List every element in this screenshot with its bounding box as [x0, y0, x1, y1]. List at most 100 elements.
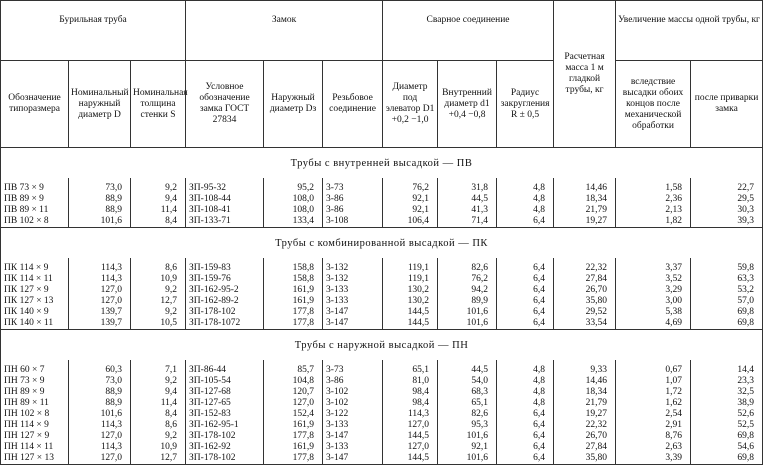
cell: 4,8: [496, 376, 555, 387]
cell: 88,9: [68, 205, 131, 216]
cell: ЗП-178-102: [185, 431, 265, 442]
cell: 9,4: [129, 194, 187, 205]
cell: 3-73: [322, 360, 384, 376]
cell: 161,9: [263, 442, 324, 453]
cell: 3-133: [322, 420, 384, 431]
table-body: Трубы с внутренней высадкой — ПВ ПВ 73 × …: [0, 147, 764, 465]
cell: 127,0: [68, 431, 131, 442]
data-row: ПВ 89 × 9 88,9 9,4 ЗП-108-44 108,0 3-86 92,1 44…: [0, 194, 764, 205]
data-row: ПК 140 × 9 139,7 9,2 ЗП-178-102 177,8 3-147 14…: [0, 307, 764, 318]
data-row: ПН 114 × 11 114,3 10,9 ЗП-162-92 161,9 3-133 1…: [0, 442, 764, 453]
cell: 12,7: [129, 296, 187, 307]
cell: 41,3: [437, 205, 498, 216]
cell: ЗП-127-68: [185, 387, 265, 398]
cell: 98,4: [382, 398, 439, 409]
cell: 9,2: [129, 307, 187, 318]
cell: 114,3: [382, 409, 439, 420]
cell: 59,8: [690, 258, 764, 274]
cell: 3,39: [615, 453, 692, 465]
cell: 3-132: [322, 274, 384, 285]
cell: 1,82: [615, 216, 692, 228]
cell: 7,1: [129, 360, 187, 376]
cell: ЗП-178-102: [185, 307, 265, 318]
cell: ПН 60 × 7: [0, 360, 69, 376]
cell: 73,0: [68, 376, 131, 387]
cell: 32,5: [690, 387, 764, 398]
cell: 26,70: [553, 431, 617, 442]
cell: 2,36: [615, 194, 692, 205]
cell: 88,9: [68, 194, 131, 205]
cell: 101,6: [68, 409, 131, 420]
cell: 85,7: [263, 360, 324, 376]
cell: 158,8: [263, 274, 324, 285]
cell: 19,27: [553, 216, 617, 228]
cell: 71,4: [437, 216, 498, 228]
cell: 3-132: [322, 258, 384, 274]
cell: 35,80: [553, 453, 617, 465]
cell: 127,0: [68, 296, 131, 307]
section-row: Трубы с комбинированной высадкой — ПК: [0, 227, 764, 258]
cell: 114,3: [68, 258, 131, 274]
cell: 3-147: [322, 318, 384, 330]
cell: ПВ 89 × 11: [0, 205, 69, 216]
cell: 101,6: [68, 216, 131, 228]
cell: 119,1: [382, 274, 439, 285]
section-title: Трубы с наружной высадкой — ПН: [0, 329, 764, 360]
cell: ЗП-162-89-2: [185, 296, 265, 307]
cell: 11,4: [129, 205, 187, 216]
cell: 3,52: [615, 274, 692, 285]
cell: 127,0: [68, 285, 131, 296]
column-header: Наружный диаметр Dз: [263, 60, 324, 148]
cell: ПН 114 × 9: [0, 420, 69, 431]
cell: 6,4: [496, 216, 555, 228]
cell: 1,62: [615, 398, 692, 409]
cell: 29,52: [553, 307, 617, 318]
cell: ПН 114 × 11: [0, 442, 69, 453]
data-row: ПВ 73 × 9 73,0 9,2 ЗП-95-32 95,2 3-73 76,2 31,8…: [0, 178, 764, 194]
cell: 6,4: [496, 453, 555, 465]
column-header: Номинальная толщина стенки S: [129, 60, 188, 148]
cell: ПН 127 × 9: [0, 431, 69, 442]
cell: 130,2: [382, 296, 439, 307]
cell: 9,33: [553, 360, 617, 376]
cell: 108,0: [263, 205, 324, 216]
column-header: Внутренний диаметр d1 +0,4 −0,8: [437, 60, 498, 148]
cell: ПН 89 × 11: [0, 398, 69, 409]
cell: 18,34: [553, 387, 617, 398]
cell: ПК 140 × 9: [0, 307, 69, 318]
column-header: Номинальный наружный диаметр D: [68, 60, 131, 148]
cell: 104,8: [263, 376, 324, 387]
cell: 130,2: [382, 285, 439, 296]
cell: 27,84: [553, 274, 617, 285]
cell: 92,1: [382, 194, 439, 205]
cell: 98,4: [382, 387, 439, 398]
cell: 22,7: [690, 178, 764, 194]
cell: 8,4: [129, 216, 187, 228]
column-header: Радиус закругления R ± 0,5: [496, 60, 555, 148]
cell: 177,8: [263, 307, 324, 318]
cell: 114,3: [68, 274, 131, 285]
cell: 2,54: [615, 409, 692, 420]
section-title: Трубы с комбинированной высадкой — ПК: [0, 227, 764, 258]
cell: 2,91: [615, 420, 692, 431]
cell: 144,5: [382, 318, 439, 330]
cell: 35,80: [553, 296, 617, 307]
cell: 161,9: [263, 296, 324, 307]
cell: 94,2: [437, 285, 498, 296]
cell: ПК 114 × 11: [0, 274, 69, 285]
cell: 3-102: [322, 387, 384, 398]
cell: 11,4: [129, 398, 187, 409]
cell: ПК 127 × 9: [0, 285, 69, 296]
cell: 19,27: [553, 409, 617, 420]
column-row: Обозначение типоразмера Номинальный наруж…: [0, 60, 764, 148]
cell: 65,1: [437, 398, 498, 409]
cell: 76,2: [382, 178, 439, 194]
cell: 69,8: [690, 453, 764, 465]
cell: 14,46: [553, 376, 617, 387]
cell: ПВ 89 × 9: [0, 194, 69, 205]
cell: 3,00: [615, 296, 692, 307]
cell: 4,8: [496, 398, 555, 409]
cell: 92,1: [437, 442, 498, 453]
cell: 39,3: [690, 216, 764, 228]
